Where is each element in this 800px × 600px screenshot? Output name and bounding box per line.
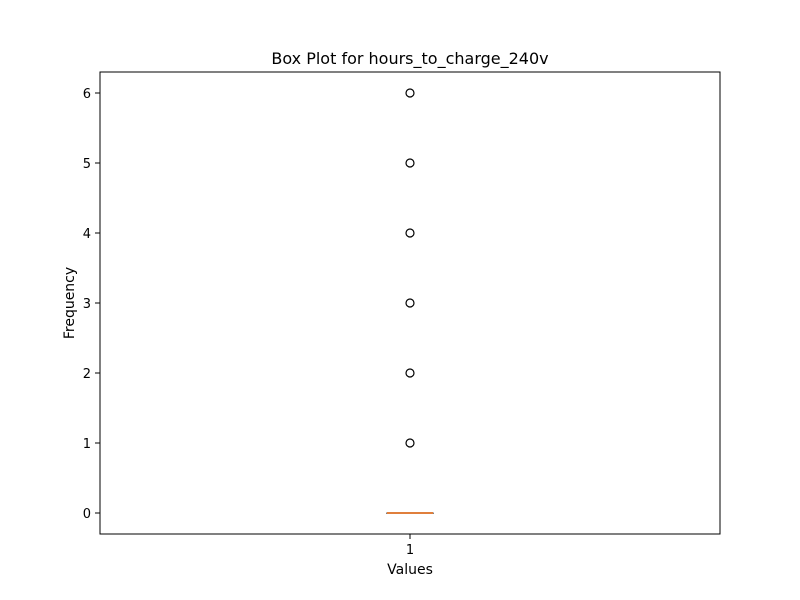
x-axis: 1 bbox=[406, 534, 414, 558]
y-tick-label: 3 bbox=[83, 297, 91, 312]
plot-area-frame bbox=[99, 71, 721, 535]
outlier-point bbox=[405, 158, 415, 168]
y-tick-label: 6 bbox=[83, 87, 91, 102]
x-axis-label: Values bbox=[387, 562, 433, 578]
outlier-point bbox=[405, 368, 415, 378]
outlier-point bbox=[405, 228, 415, 238]
chart-title: Box Plot for hours_to_charge_240v bbox=[271, 49, 548, 69]
outlier-series bbox=[405, 88, 415, 448]
box-series bbox=[386, 512, 434, 514]
x-tick-label: 1 bbox=[406, 543, 414, 558]
outlier-point bbox=[405, 438, 415, 448]
y-tick-label: 0 bbox=[83, 507, 91, 522]
y-axis: 0 1 2 3 4 5 6 bbox=[83, 87, 100, 522]
outlier-point bbox=[405, 88, 415, 98]
y-axis-label: Frequency bbox=[62, 267, 78, 339]
y-tick-label: 1 bbox=[83, 437, 91, 452]
y-tick-label: 5 bbox=[83, 157, 91, 172]
outlier-point bbox=[405, 298, 415, 308]
y-tick-label: 4 bbox=[83, 227, 91, 242]
y-tick-label: 2 bbox=[83, 367, 91, 382]
